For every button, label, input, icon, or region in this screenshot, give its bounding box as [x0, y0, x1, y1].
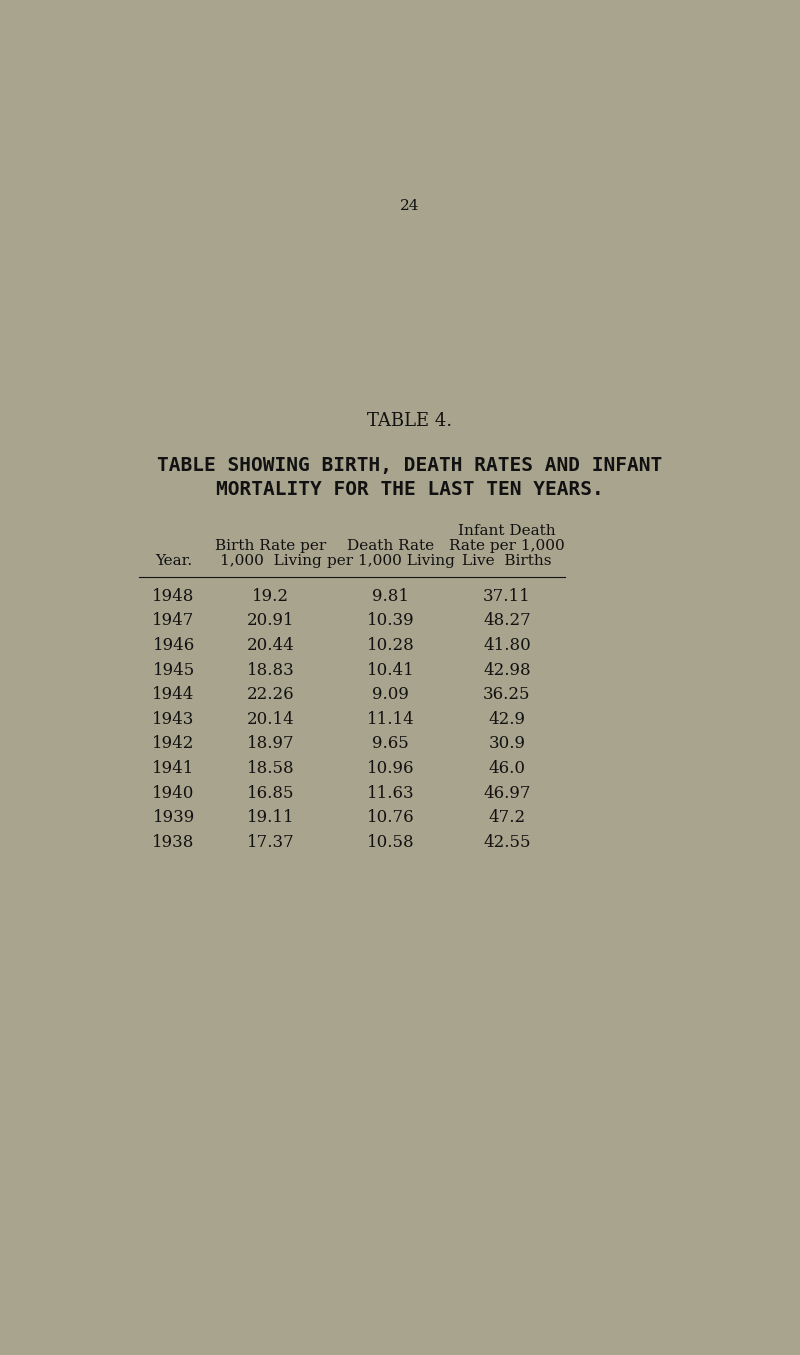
Text: 20.91: 20.91 [246, 612, 294, 629]
Text: 30.9: 30.9 [488, 736, 526, 752]
Text: 1945: 1945 [153, 661, 194, 679]
Text: 48.27: 48.27 [483, 612, 530, 629]
Text: 1938: 1938 [153, 835, 195, 851]
Text: 36.25: 36.25 [483, 686, 530, 703]
Text: 24: 24 [400, 199, 420, 214]
Text: 1,000  Living: 1,000 Living [220, 554, 322, 569]
Text: 17.37: 17.37 [246, 835, 294, 851]
Text: 1939: 1939 [153, 809, 194, 827]
Text: Death Rate: Death Rate [347, 539, 434, 553]
Text: 9.09: 9.09 [372, 686, 409, 703]
Text: 1947: 1947 [153, 612, 195, 629]
Text: 10.58: 10.58 [367, 835, 414, 851]
Text: 20.14: 20.14 [246, 711, 294, 728]
Text: 16.85: 16.85 [246, 785, 294, 802]
Text: Year.: Year. [155, 554, 192, 569]
Text: 46.0: 46.0 [488, 760, 526, 776]
Text: 9.81: 9.81 [372, 588, 409, 604]
Text: 1941: 1941 [153, 760, 195, 776]
Text: 10.96: 10.96 [367, 760, 414, 776]
Text: 18.58: 18.58 [246, 760, 294, 776]
Text: 1940: 1940 [153, 785, 195, 802]
Text: per 1,000 Living: per 1,000 Living [326, 554, 454, 569]
Text: 18.83: 18.83 [246, 661, 294, 679]
Text: 11.63: 11.63 [367, 785, 414, 802]
Text: 10.28: 10.28 [366, 637, 414, 654]
Text: 1948: 1948 [153, 588, 195, 604]
Text: 1944: 1944 [153, 686, 195, 703]
Text: 1943: 1943 [153, 711, 195, 728]
Text: Live  Births: Live Births [462, 554, 552, 569]
Text: 42.98: 42.98 [483, 661, 530, 679]
Text: 20.44: 20.44 [246, 637, 294, 654]
Text: 1942: 1942 [153, 736, 195, 752]
Text: 42.55: 42.55 [483, 835, 530, 851]
Text: 1946: 1946 [153, 637, 194, 654]
Text: 42.9: 42.9 [488, 711, 526, 728]
Text: 37.11: 37.11 [483, 588, 530, 604]
Text: 10.76: 10.76 [367, 809, 414, 827]
Text: 46.97: 46.97 [483, 785, 530, 802]
Text: 10.41: 10.41 [366, 661, 414, 679]
Text: TABLE 4.: TABLE 4. [367, 412, 453, 430]
Text: Infant Death: Infant Death [458, 523, 556, 538]
Text: 19.11: 19.11 [246, 809, 294, 827]
Text: TABLE SHOWING BIRTH, DEATH RATES AND INFANT: TABLE SHOWING BIRTH, DEATH RATES AND INF… [158, 455, 662, 474]
Text: 19.2: 19.2 [252, 588, 289, 604]
Text: 18.97: 18.97 [246, 736, 294, 752]
Text: 47.2: 47.2 [488, 809, 526, 827]
Text: MORTALITY FOR THE LAST TEN YEARS.: MORTALITY FOR THE LAST TEN YEARS. [216, 481, 604, 500]
Text: Birth Rate per: Birth Rate per [215, 539, 326, 553]
Text: Rate per 1,000: Rate per 1,000 [449, 539, 565, 553]
Text: 11.14: 11.14 [366, 711, 414, 728]
Text: 9.65: 9.65 [372, 736, 409, 752]
Text: 10.39: 10.39 [367, 612, 414, 629]
Text: 41.80: 41.80 [483, 637, 530, 654]
Text: 22.26: 22.26 [246, 686, 294, 703]
